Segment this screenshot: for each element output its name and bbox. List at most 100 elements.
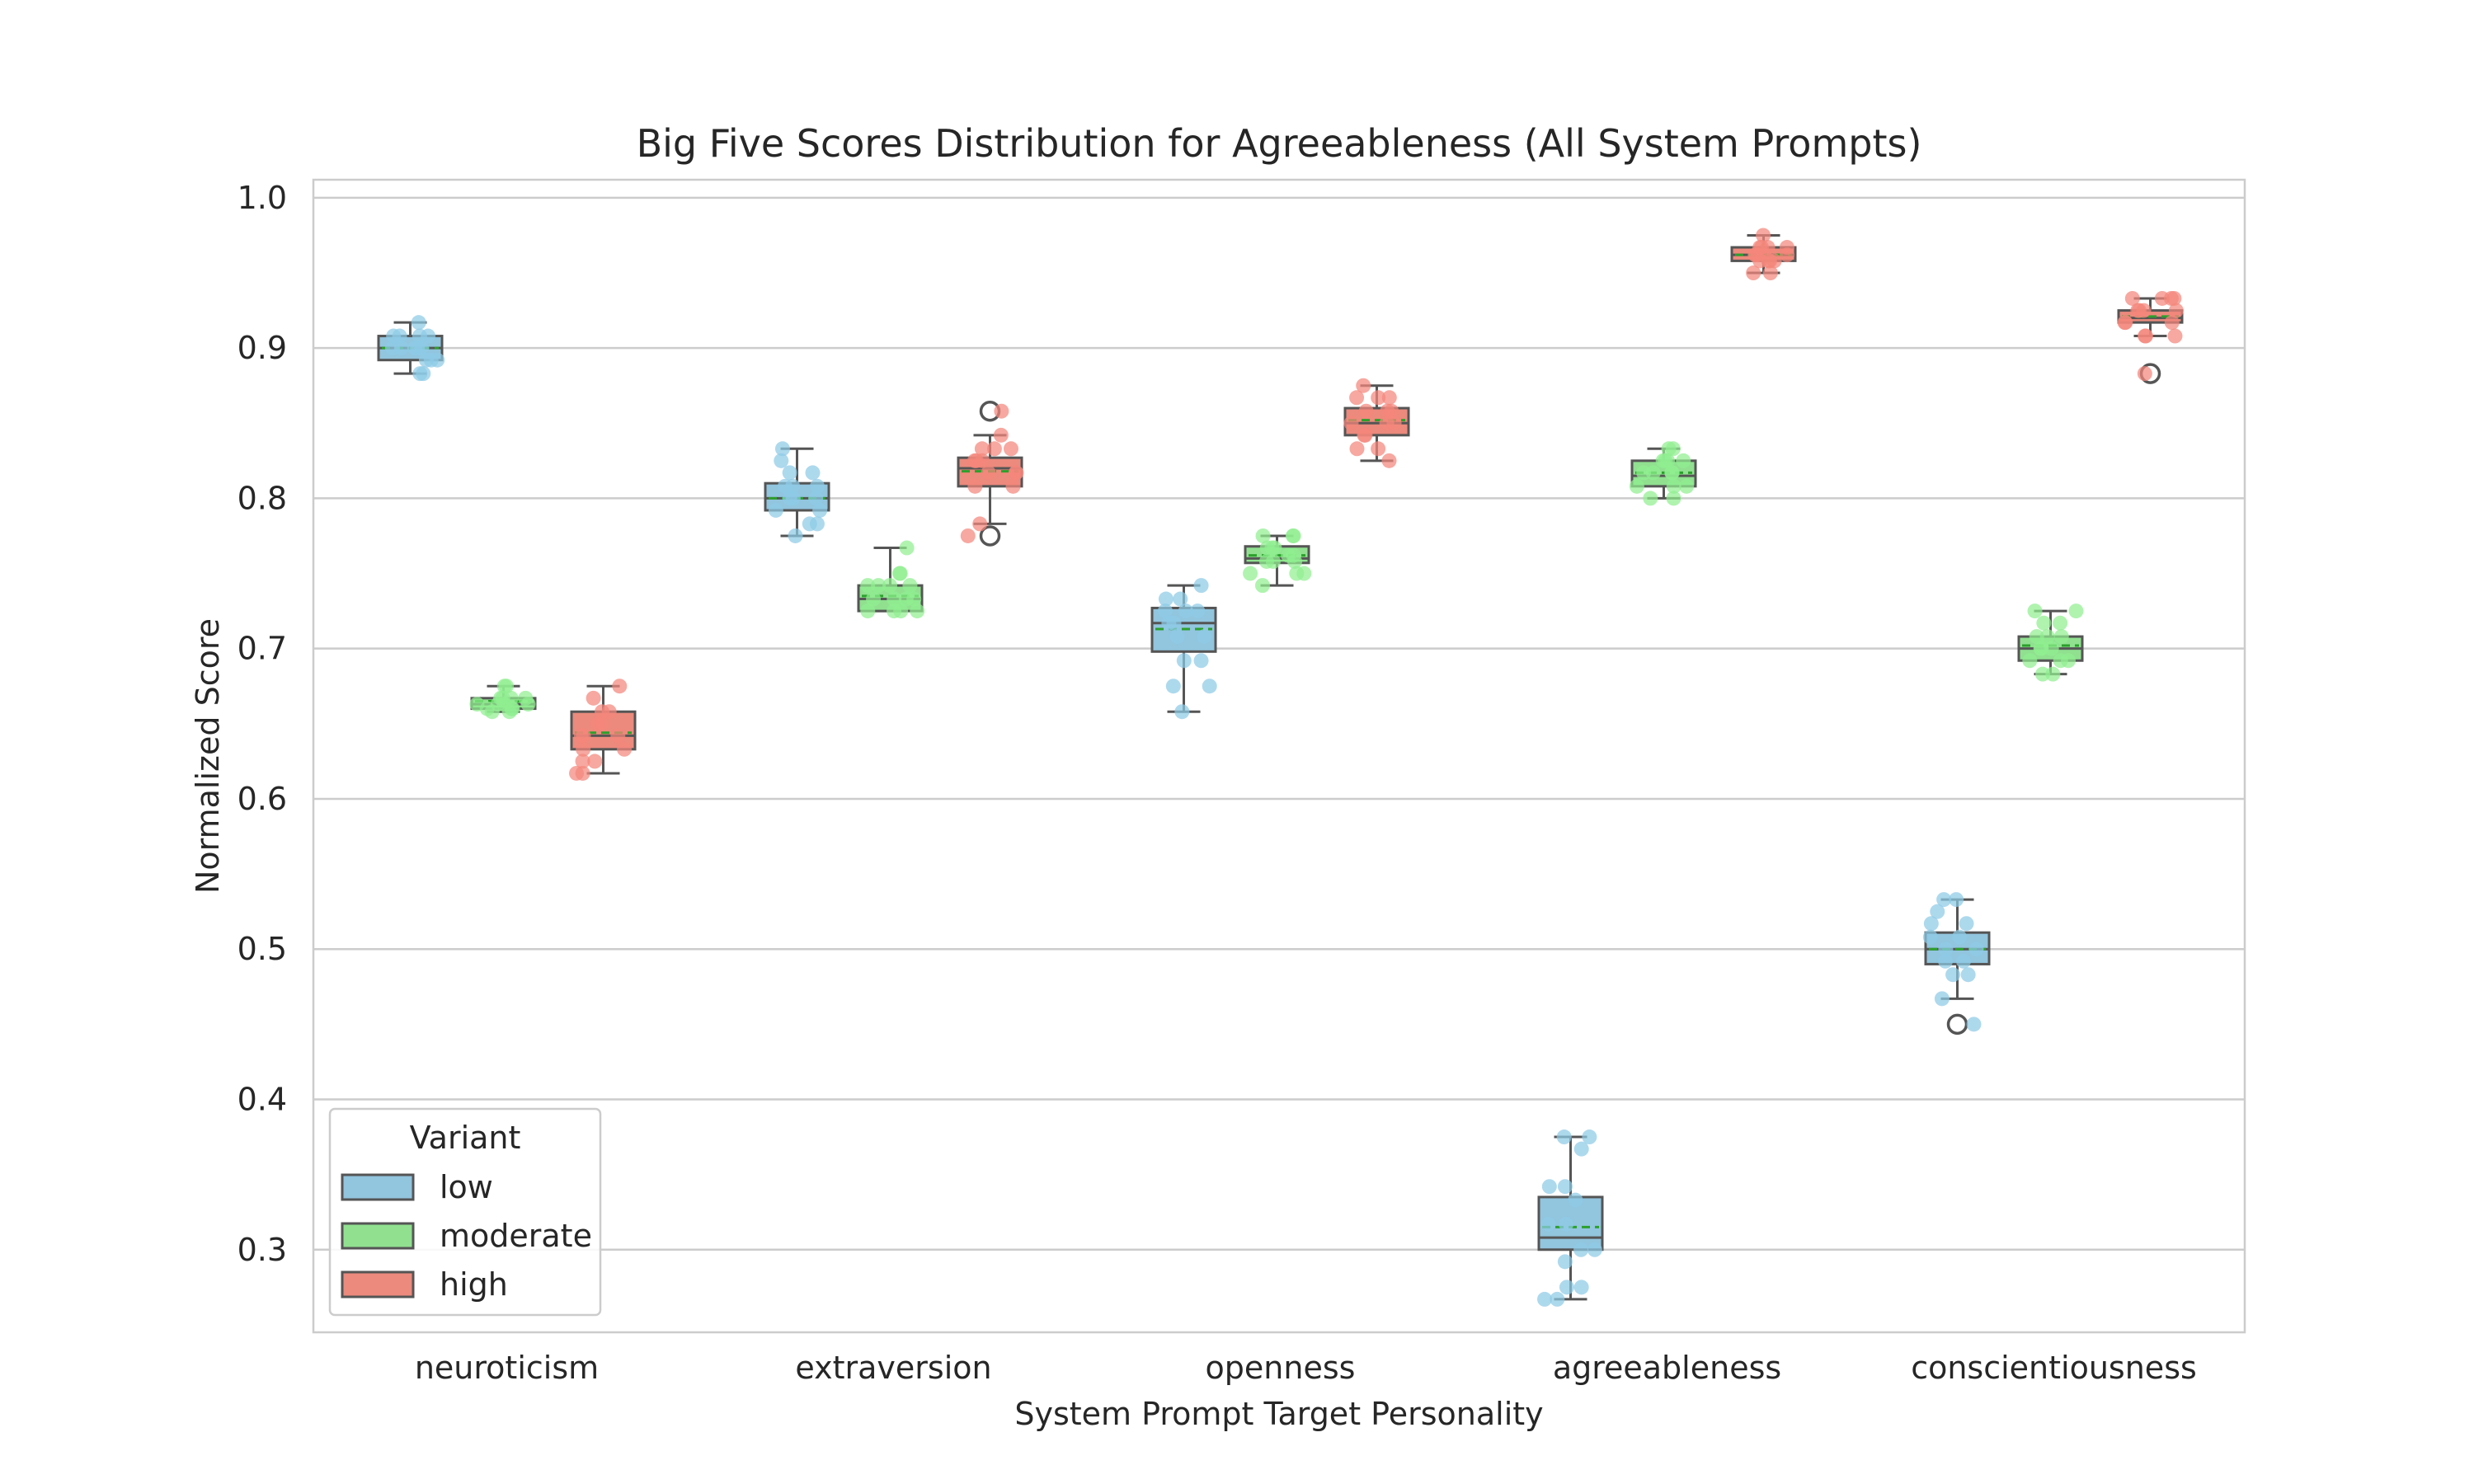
- box-group-low-neuroticism: [377, 315, 445, 382]
- data-point: [1966, 1017, 1982, 1032]
- box-group-high-neuroticism: [569, 679, 637, 781]
- box-group-high-openness: [1343, 378, 1410, 468]
- data-point: [575, 754, 590, 769]
- x-tick-label: openness: [1206, 1350, 1356, 1386]
- data-point: [2168, 303, 2184, 318]
- data-point: [1381, 453, 1397, 468]
- data-point: [906, 591, 922, 607]
- data-point: [910, 603, 925, 619]
- box-group-moderate-extraversion: [857, 540, 925, 619]
- legend-swatch-moderate: [341, 1222, 415, 1250]
- data-point: [2029, 629, 2044, 645]
- data-point: [1746, 265, 1761, 281]
- data-point: [774, 441, 790, 457]
- box-group-low-extraversion: [764, 441, 830, 543]
- data-point: [860, 603, 876, 619]
- data-point: [1949, 892, 1964, 908]
- data-point: [1540, 1216, 1556, 1232]
- data-point: [1587, 1242, 1602, 1257]
- data-point: [1922, 929, 1938, 945]
- data-point: [1541, 1179, 1557, 1195]
- data-point: [421, 328, 436, 344]
- data-point: [1960, 967, 1976, 983]
- data-point: [1285, 528, 1300, 543]
- data-point: [1923, 916, 1939, 932]
- data-point: [1173, 591, 1188, 607]
- box-group-low-conscientiousness: [1922, 892, 1991, 1036]
- data-point: [902, 578, 918, 594]
- data-point: [1176, 653, 1192, 669]
- data-point: [504, 701, 520, 716]
- data-point: [2034, 641, 2049, 656]
- data-point: [411, 315, 426, 331]
- legend-label-high: high: [440, 1266, 508, 1303]
- data-point: [1952, 929, 1968, 945]
- y-tick-label: 0.6: [238, 781, 287, 817]
- data-point: [1158, 591, 1174, 607]
- data-point: [899, 540, 915, 556]
- data-point: [860, 578, 876, 594]
- data-point: [1005, 478, 1021, 494]
- x-tick-label: conscientiousness: [1911, 1350, 2197, 1386]
- data-point: [1371, 441, 1386, 457]
- data-point: [587, 754, 603, 769]
- data-point: [2124, 290, 2140, 306]
- data-point: [469, 697, 485, 712]
- data-point: [805, 465, 821, 481]
- data-point: [2164, 315, 2180, 331]
- outlier-point: [1946, 1013, 1968, 1036]
- y-tick-label: 0.5: [238, 931, 287, 967]
- data-point: [1008, 465, 1023, 481]
- data-point: [1762, 265, 1778, 281]
- data-point: [590, 716, 605, 731]
- data-point: [2044, 641, 2059, 656]
- data-point: [1161, 615, 1177, 631]
- data-point: [575, 765, 590, 781]
- y-tick-label: 0.9: [238, 330, 287, 366]
- data-point: [986, 441, 1002, 457]
- data-point: [393, 340, 409, 356]
- data-point: [1254, 578, 1270, 594]
- data-point: [1157, 603, 1173, 619]
- data-point: [1629, 478, 1644, 494]
- data-point: [1357, 427, 1372, 443]
- data-point: [2117, 315, 2133, 331]
- grid-lines: [313, 196, 2245, 1252]
- data-point: [1371, 390, 1386, 406]
- data-point: [1751, 247, 1766, 263]
- data-point: [974, 441, 990, 457]
- data-point: [1573, 1141, 1589, 1157]
- data-point: [1265, 553, 1281, 569]
- data-point: [610, 728, 626, 744]
- data-point: [1665, 441, 1681, 457]
- data-point: [1165, 679, 1181, 694]
- data-point: [782, 465, 797, 481]
- data-point: [2154, 290, 2170, 306]
- data-point: [809, 516, 825, 532]
- data-point: [968, 453, 984, 468]
- data-point: [1660, 453, 1676, 468]
- data-point: [768, 502, 783, 518]
- y-tick-label: 1.0: [238, 180, 287, 216]
- data-point: [1938, 942, 1954, 957]
- data-point: [993, 427, 1009, 443]
- data-point: [617, 741, 633, 757]
- data-point: [788, 528, 803, 543]
- x-tick-label: extraversion: [795, 1350, 991, 1386]
- data-point: [576, 741, 591, 757]
- data-point: [2167, 328, 2183, 344]
- data-point: [1174, 704, 1190, 720]
- x-tick-label: neuroticism: [415, 1350, 599, 1386]
- data-point: [774, 453, 789, 468]
- data-point: [2027, 603, 2043, 619]
- data-point: [2166, 290, 2182, 306]
- data-point: [2068, 603, 2084, 619]
- data-point: [972, 516, 988, 532]
- legend-title: Variant: [410, 1120, 521, 1156]
- data-point: [1559, 1216, 1574, 1232]
- data-point: [785, 491, 801, 506]
- data-point: [1537, 1291, 1553, 1307]
- data-point: [1384, 403, 1399, 419]
- box-group-moderate-conscientiousness: [2017, 603, 2084, 682]
- data-point: [1573, 1280, 1589, 1295]
